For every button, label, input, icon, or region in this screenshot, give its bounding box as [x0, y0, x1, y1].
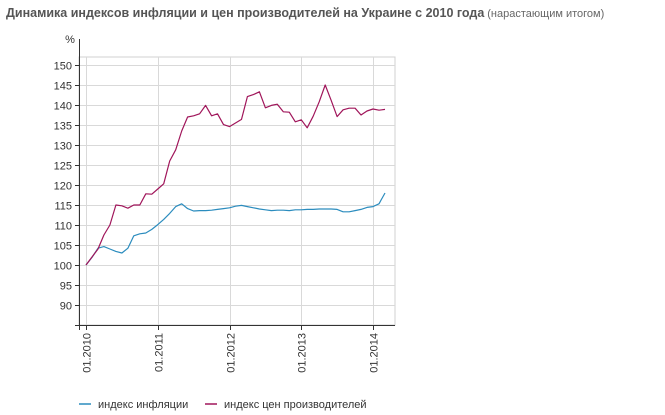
series-line-1	[85, 192, 386, 266]
legend-label: индекс цен производителей	[224, 399, 367, 411]
y-tick-label: 125	[54, 161, 72, 173]
y-tick-label: 100	[54, 261, 72, 273]
y-tick-label: 95	[60, 281, 72, 293]
x-tick-label: 01.2011	[154, 333, 166, 372]
x-tick-label: 01.2012	[226, 333, 238, 373]
chart-title-main: Динамика индексов инфляции и цен произво…	[6, 6, 485, 20]
y-tick-label: 145	[54, 81, 72, 93]
plot-area	[78, 56, 396, 326]
y-tick-label: 135	[54, 121, 72, 133]
y-tick-label: 130	[54, 141, 72, 153]
series-line-2	[85, 84, 386, 266]
y-tick-label: 140	[54, 101, 72, 113]
y-tick-label: 90	[60, 301, 72, 313]
grid	[78, 56, 396, 326]
y-tick-label: 150	[54, 61, 72, 73]
y-tick-label: 105	[54, 241, 72, 253]
y-axis-label: %	[65, 34, 75, 46]
x-tick-label: 01.2013	[297, 333, 309, 373]
y-tick-label: 115	[54, 201, 72, 213]
y-tick-label: 110	[54, 221, 72, 233]
legend: индекс инфляции индекс цен производителей	[79, 399, 367, 411]
chart-title: Динамика индексов инфляции и цен произво…	[6, 6, 604, 20]
axes: 90 95 100 105 110 115 120 125 130 135 140 145 150 01.…	[54, 34, 395, 373]
y-tick-label: 120	[54, 181, 72, 193]
x-tick-label: 01.2010	[82, 333, 94, 373]
series-lines	[85, 84, 386, 266]
legend-label: индекс инфляции	[98, 399, 188, 411]
chart-title-sub: (нарастающим итогом)	[487, 8, 605, 20]
x-tick-label: 01.2014	[369, 333, 381, 373]
